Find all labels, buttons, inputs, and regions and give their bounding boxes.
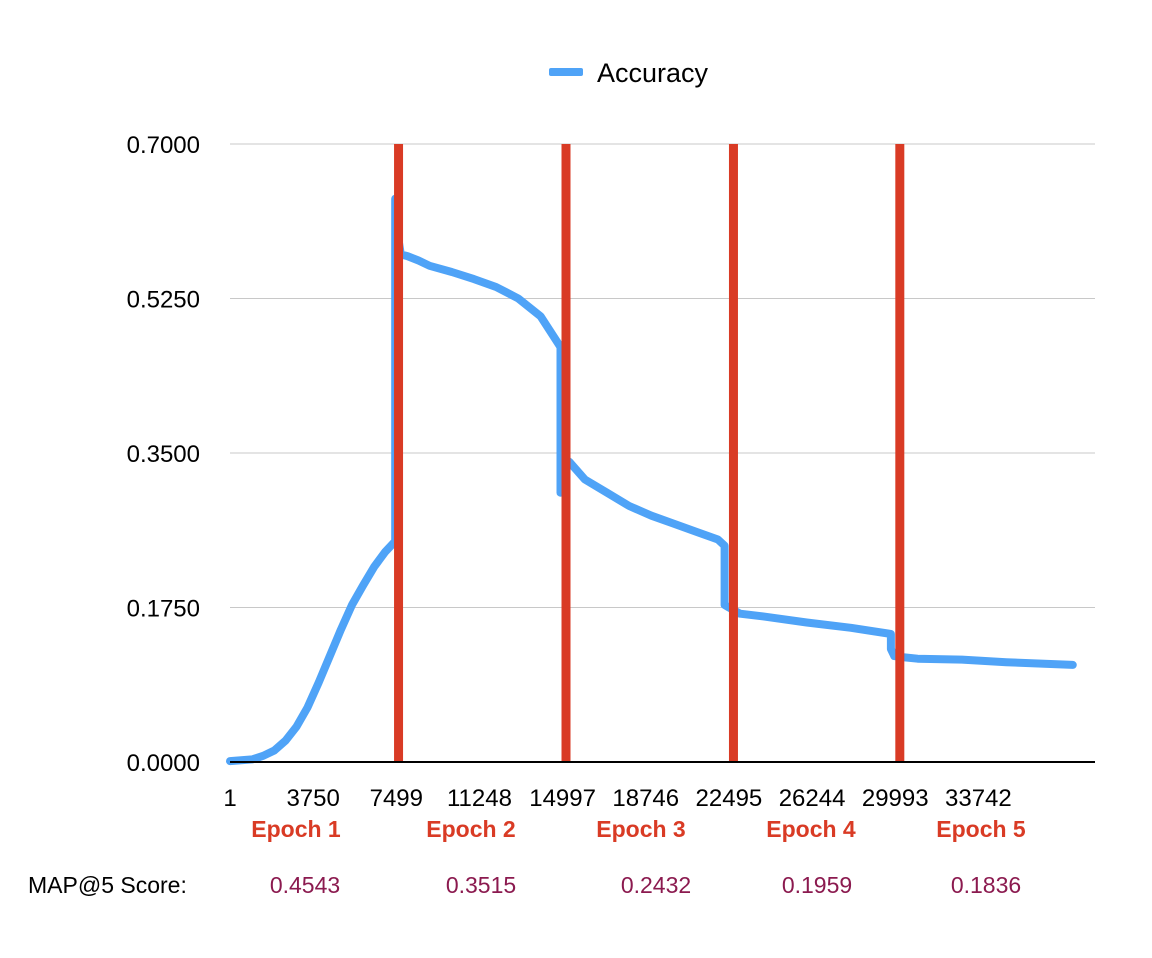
map5-scores: MAP@5 Score: 0.4543 0.3515 0.2432 0.1959… (28, 872, 1021, 898)
legend: Accuracy (549, 58, 709, 88)
epoch-label-1: Epoch 1 (251, 816, 341, 842)
x-tick-label: 18746 (612, 785, 679, 812)
gridlines (230, 143, 1095, 608)
y-tick-label: 0.0000 (127, 750, 200, 777)
epoch-labels: Epoch 1 Epoch 2 Epoch 3 Epoch 4 Epoch 5 (251, 816, 1026, 842)
epoch-label-4: Epoch 4 (766, 816, 856, 842)
x-tick-label: 14997 (529, 785, 596, 812)
map5-score-epoch-3: 0.2432 (621, 872, 691, 898)
x-tick-label: 26244 (779, 785, 846, 812)
y-axis-ticks: 0.0000 0.1750 0.3500 0.5250 0.7000 (127, 132, 200, 777)
x-tick-label: 22495 (696, 785, 763, 812)
x-tick-label: 29993 (862, 785, 929, 812)
epoch-markers (394, 144, 905, 762)
y-tick-label: 0.7000 (127, 132, 200, 159)
y-tick-label: 0.1750 (127, 596, 200, 623)
map5-score-epoch-4: 0.1959 (782, 872, 852, 898)
x-tick-label: 33742 (945, 785, 1012, 812)
series-accuracy (226, 194, 1077, 766)
x-tick-label: 3750 (286, 785, 339, 812)
legend-swatch (549, 68, 583, 76)
epoch-label-2: Epoch 2 (426, 816, 515, 842)
y-tick-label: 0.5250 (127, 287, 200, 314)
epoch-label-3: Epoch 3 (596, 816, 685, 842)
x-tick-label: 11248 (447, 785, 512, 812)
map5-score-epoch-5: 0.1836 (951, 872, 1021, 898)
legend-label-accuracy: Accuracy (597, 58, 709, 88)
x-tick-label: 1 (223, 785, 236, 812)
map5-score-epoch-1: 0.4543 (270, 872, 340, 898)
map5-score-epoch-2: 0.3515 (446, 872, 516, 898)
x-tick-label: 7499 (370, 785, 423, 812)
x-axis-ticks: 1 3750 7499 11248 14997 18746 22495 26244 29993 3… (223, 785, 1011, 812)
epoch-label-5: Epoch 5 (936, 816, 1026, 842)
map5-score-label: MAP@5 Score: (28, 872, 187, 898)
series-line-accuracy (226, 194, 1077, 766)
y-tick-label: 0.3500 (127, 441, 200, 468)
